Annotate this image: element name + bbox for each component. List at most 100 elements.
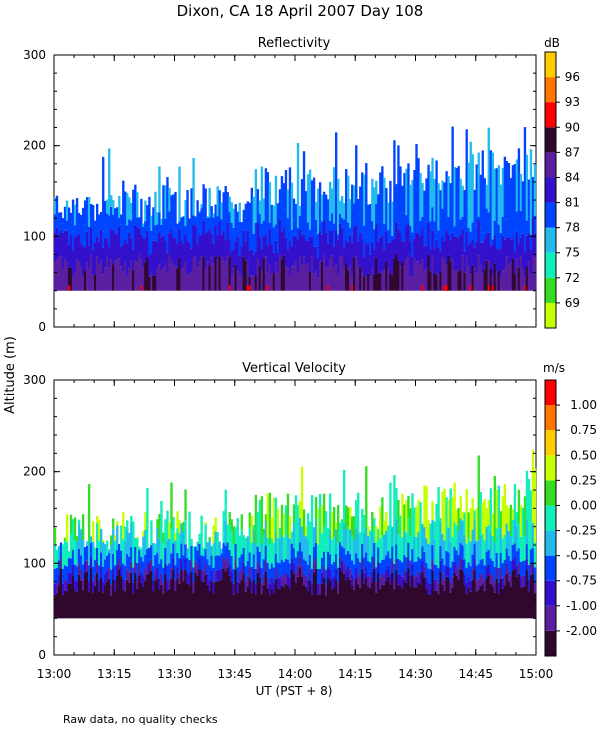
heatmap-cell [326,551,330,567]
heatmap-cell [419,264,422,291]
heatmap-cell [300,565,304,577]
heatmap-cell [124,238,127,263]
heatmap-cell [120,576,123,619]
heatmap-cell [128,197,131,220]
heatmap-cell [224,489,227,521]
heatmap-cell [383,520,386,535]
heatmap-cell [102,539,105,542]
heatmap-cell [77,519,81,525]
heatmap-cell [310,495,314,544]
heatmap-cell [330,230,334,256]
heatmap-cell [100,566,103,578]
y-tick-label: 100 [23,229,46,243]
heatmap-cell [244,566,247,581]
heatmap-cell [202,256,205,291]
heatmap-cell [385,581,388,619]
heatmap-cell [172,226,175,238]
heatmap-cell [100,528,103,553]
heatmap-cell [246,230,249,262]
heatmap-cell [208,217,211,230]
heatmap-cell [214,517,217,532]
heatmap-cell [491,244,494,277]
heatmap-cell [292,504,296,524]
heatmap-cell [433,273,436,291]
heatmap-cell [75,580,79,592]
heatmap-cell [491,239,494,245]
heatmap-cell [371,571,374,583]
heatmap-cell [359,186,362,214]
heatmap-cell [256,521,260,547]
heatmap-cell [164,519,167,524]
heatmap-cell [158,538,161,564]
heatmap-cell [367,237,370,245]
heatmap-cell [96,523,99,548]
heatmap-cell [320,533,324,558]
heatmap-cell [91,521,95,542]
heatmap-cell [302,234,306,257]
heatmap-cell [116,235,119,260]
heatmap-cell [140,548,143,558]
heatmap-cell [425,577,428,589]
heatmap-cell [425,562,428,578]
heatmap-cell [91,205,95,238]
heatmap-cell [114,208,117,233]
heatmap-cell [59,568,63,619]
heatmap-cell [136,538,139,563]
heatmap-cell [71,549,75,565]
heatmap-cell [381,270,384,291]
heatmap-cell [411,232,414,257]
heatmap-cell [126,579,129,619]
heatmap-cell [379,588,382,619]
heatmap-cell [397,223,400,229]
heatmap-cell [308,271,312,291]
heatmap-cell [180,543,183,559]
heatmap-cell [238,274,241,291]
heatmap-cell [525,266,529,291]
heatmap-cell [250,515,253,543]
heatmap-cell [312,561,316,573]
heatmap-cell [487,260,490,291]
heatmap-cell [65,230,69,262]
heatmap-cell [258,499,262,528]
heatmap-cell [312,546,316,562]
heatmap-cell [395,558,398,570]
heatmap-cell [477,217,480,220]
heatmap-cell [260,593,264,619]
heatmap-cell [330,539,334,565]
heatmap-cell [495,489,499,529]
heatmap-cell [379,577,382,589]
heatmap-cell [81,590,85,619]
heatmap-cell [216,569,219,581]
heatmap-cell [272,252,276,274]
heatmap-cell [164,240,167,264]
heatmap-cell [328,529,332,555]
heatmap-cell [475,540,478,566]
heatmap-cell [188,574,191,586]
heatmap-cell [154,191,157,226]
heatmap-cell [355,256,358,291]
heatmap-cell [433,248,436,274]
heatmap-cell [373,187,376,230]
heatmap-cell [242,230,245,257]
heatmap-cell [220,579,223,619]
heatmap-cell [527,590,531,619]
heatmap-cell [531,562,535,574]
heatmap-cell [158,578,161,590]
heatmap-cell [242,256,245,291]
colorbar-tick-label: 87 [565,145,580,159]
heatmap-cell [222,568,225,619]
heatmap-cell [483,565,486,580]
heatmap-cell [312,225,316,247]
heatmap-cell [469,242,472,275]
heatmap-cell [122,578,125,590]
heatmap-cell [71,575,75,619]
heatmap-cell [505,505,509,524]
heatmap-cell [218,190,221,207]
heatmap-cell [399,213,402,234]
heatmap-cell [457,166,460,218]
heatmap-cell [130,237,133,262]
heatmap-cell [401,493,404,538]
heatmap-cell [337,593,340,619]
heatmap-cell [298,500,302,518]
heatmap-cell [210,581,213,619]
